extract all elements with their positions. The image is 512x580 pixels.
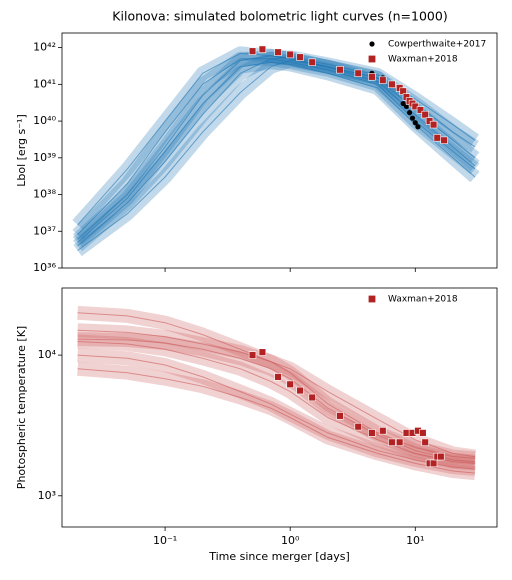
x-tick-label: 10⁰: [281, 534, 300, 547]
observation-point: [368, 429, 376, 437]
observation-point: [433, 134, 442, 142]
axes-frame: [61, 32, 498, 269]
observation-point: [388, 438, 396, 447]
observation-point: [415, 124, 421, 130]
observation-point: [429, 459, 438, 468]
observation-point: [379, 427, 387, 435]
observation-point: [395, 438, 404, 447]
observation-point: [354, 69, 362, 77]
observation-point: [354, 422, 362, 431]
observation-point: [416, 106, 425, 114]
y-tick-label: 10³⁷: [33, 224, 56, 237]
observation-point: [406, 110, 413, 116]
observation-point: [429, 120, 438, 129]
observation-point: [274, 48, 282, 56]
y-tick-label: 10⁴²: [33, 41, 56, 54]
legend-label: Waxman+2018: [388, 55, 458, 65]
observation-point: [379, 76, 387, 84]
legend-marker: [369, 41, 375, 47]
axes-frame: [61, 287, 498, 528]
simulated-curve-core: [77, 61, 476, 243]
observation-point: [248, 351, 257, 359]
legend-marker: [368, 295, 376, 303]
observation-point: [274, 373, 282, 381]
y-axis-label: Lbol [erg s⁻¹]: [15, 114, 28, 187]
legend-label: Waxman+2018: [388, 295, 458, 305]
observation-point: [368, 73, 376, 81]
simulated-curve-core: [77, 58, 476, 236]
observation-point: [258, 45, 267, 53]
observation-point: [403, 103, 410, 110]
y-tick-label: 10⁴⁰: [33, 114, 56, 127]
y-tick-label: 10³⁹: [33, 151, 56, 164]
observation-point: [388, 80, 396, 89]
simulated-curve-core: [77, 341, 476, 464]
y-axis-label: Photospheric temperature [K]: [15, 326, 28, 489]
observation-point: [286, 380, 294, 389]
simulated-curve-core: [77, 56, 476, 247]
x-tick-label: 10¹: [406, 534, 424, 547]
y-tick-label: 10³⁶: [33, 261, 56, 274]
observation-point: [419, 429, 427, 437]
legend-label: Cowperthwaite+2017: [388, 40, 486, 50]
observation-point: [308, 58, 316, 66]
y-tick-label: 10⁴: [38, 348, 57, 361]
x-axis-label: Time since merger [days]: [208, 550, 350, 563]
observation-point: [412, 120, 418, 126]
y-tick-label: 10³⁸: [33, 188, 56, 201]
observation-point: [308, 393, 316, 402]
observation-point: [286, 50, 294, 59]
plot-area: [72, 45, 480, 257]
simulated-curve-core: [77, 354, 476, 470]
legend-marker: [368, 55, 376, 63]
observation-point: [421, 110, 429, 119]
observation-point: [258, 348, 267, 356]
observation-point: [336, 412, 344, 420]
observation-point: [336, 66, 344, 74]
observation-point: [421, 438, 429, 447]
simulated-curve-core: [77, 312, 476, 459]
observation-point: [296, 53, 304, 61]
observation-point: [248, 47, 257, 55]
plot-area: [77, 305, 477, 481]
observation-point: [437, 452, 445, 461]
simulated-curve-core: [77, 368, 476, 474]
chart-title: Kilonova: simulated bolometric light cur…: [112, 9, 447, 24]
y-tick-label: 10³: [38, 489, 56, 502]
observation-point: [440, 136, 448, 144]
observation-point: [409, 115, 416, 121]
observation-point: [296, 386, 304, 395]
x-tick-label: 10⁻¹: [153, 534, 177, 547]
y-tick-label: 10⁴¹: [33, 77, 56, 90]
